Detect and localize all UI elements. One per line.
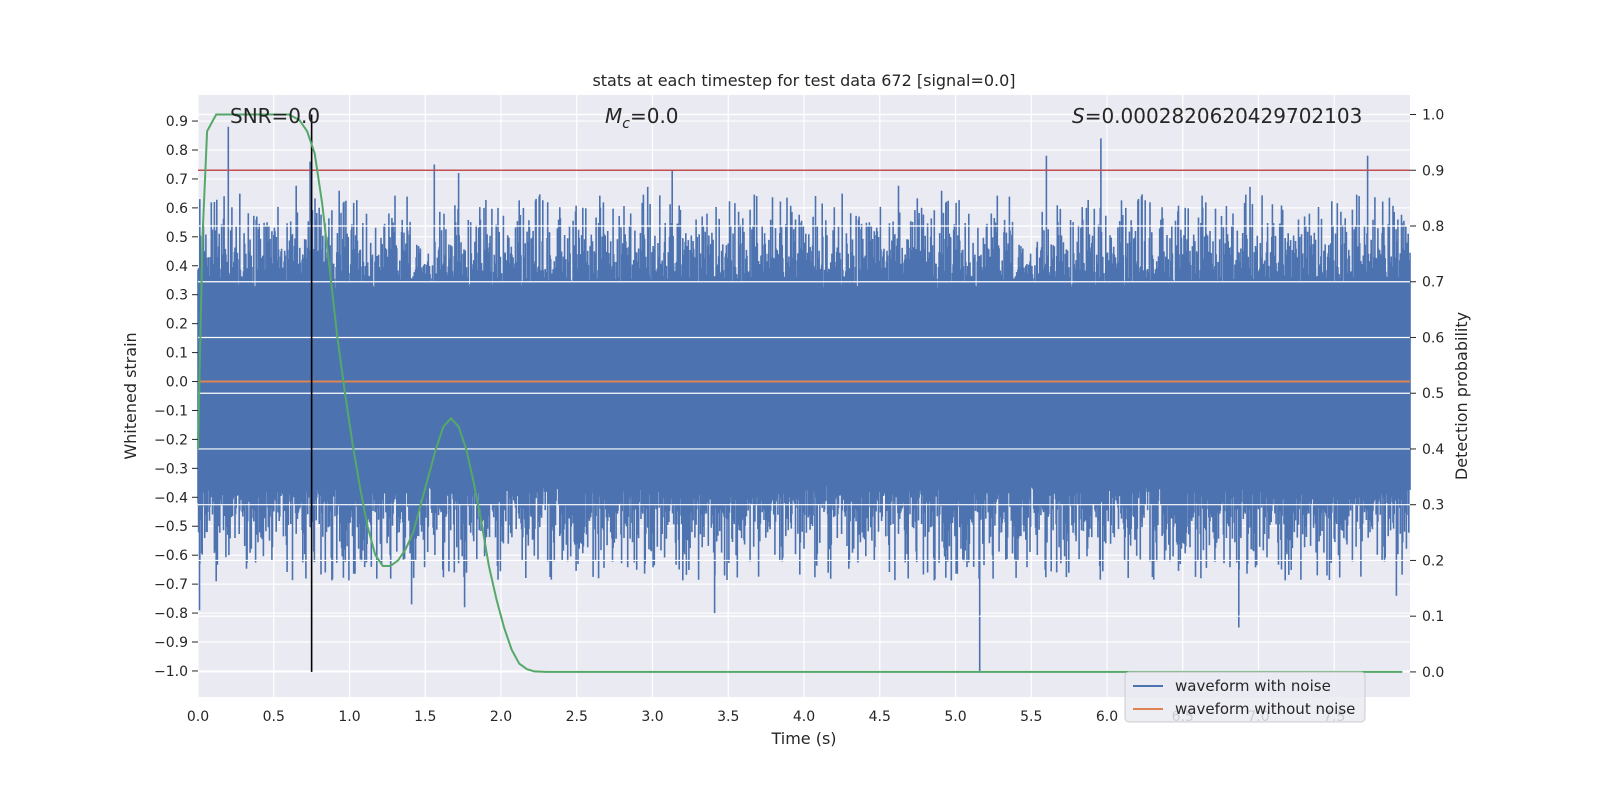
score-annotation: S=0.0002820620429702103 bbox=[1072, 104, 1362, 128]
y-tick-label: −0.5 bbox=[154, 519, 188, 535]
y-axis-right-label: Detection probability bbox=[1452, 312, 1471, 480]
y-right-tick-label: 0.5 bbox=[1422, 386, 1444, 402]
y-tick-label: 0.1 bbox=[166, 346, 188, 362]
chirp-mass-subscript: c bbox=[622, 116, 630, 132]
series-layer bbox=[197, 113, 1411, 673]
x-tick-label: 0.0 bbox=[187, 709, 209, 725]
y-tick-label: −0.6 bbox=[154, 548, 188, 564]
x-tick-label: 3.5 bbox=[717, 709, 739, 725]
y-tick-label: −0.7 bbox=[154, 577, 188, 593]
x-tick-label: 4.0 bbox=[793, 709, 815, 725]
y-tick-label: 0.0 bbox=[166, 375, 188, 391]
y-tick-label: 0.6 bbox=[166, 201, 188, 217]
y-tick-label: −1.0 bbox=[154, 664, 188, 680]
chirp-mass-symbol: M bbox=[605, 104, 622, 128]
series-detection-probability bbox=[197, 113, 1403, 673]
chirp-mass-value: =0.0 bbox=[630, 104, 679, 128]
x-tick-label: 1.5 bbox=[414, 709, 436, 725]
y-right-tick-label: 0.3 bbox=[1422, 498, 1444, 514]
chart-title: stats at each timestep for test data 672… bbox=[592, 71, 1015, 90]
x-tick-label: 6.0 bbox=[1096, 709, 1118, 725]
legend: waveform with noise waveform without noi… bbox=[1124, 671, 1366, 723]
y-right-tick-label: 0.6 bbox=[1422, 330, 1444, 346]
y-tick-label: 0.5 bbox=[166, 230, 188, 246]
legend-box bbox=[1124, 671, 1366, 723]
x-tick-label: 5.0 bbox=[944, 709, 966, 725]
y-tick-label: 0.3 bbox=[166, 288, 188, 304]
y-right-tick-label: 0.1 bbox=[1422, 609, 1444, 625]
y-tick-label: −0.8 bbox=[154, 606, 188, 622]
x-tick-label: 3.0 bbox=[641, 709, 663, 725]
axes: 0.00.51.01.52.02.53.03.54.04.55.05.56.06… bbox=[154, 108, 1444, 725]
score-symbol: S bbox=[1072, 104, 1085, 128]
x-tick-label: 2.0 bbox=[490, 709, 512, 725]
y-tick-label: 0.2 bbox=[166, 317, 188, 333]
series-waveform-with-noise-core bbox=[198, 303, 1410, 466]
x-tick-label: 1.0 bbox=[338, 709, 360, 725]
snr-annotation: SNR=0.0 bbox=[230, 104, 320, 128]
x-tick-label: 0.5 bbox=[263, 709, 285, 725]
x-tick-label: 2.5 bbox=[566, 709, 588, 725]
y-tick-label: −0.9 bbox=[154, 635, 188, 651]
y-tick-label: 0.4 bbox=[166, 259, 188, 275]
chirp-mass-annotation: Mc=0.0 bbox=[605, 104, 679, 132]
y-tick-label: 0.7 bbox=[166, 172, 188, 188]
y-tick-label: 0.9 bbox=[166, 114, 188, 130]
legend-label-clean: waveform without noise bbox=[1175, 700, 1355, 718]
y-tick-label: −0.2 bbox=[154, 432, 188, 448]
y-tick-label: 0.8 bbox=[166, 143, 188, 159]
legend-label-noisy: waveform with noise bbox=[1175, 677, 1331, 695]
y-right-tick-label: 0.9 bbox=[1422, 163, 1444, 179]
y-tick-label: −0.3 bbox=[154, 461, 188, 477]
x-axis-label: Time (s) bbox=[770, 729, 836, 748]
y-right-tick-label: 0.0 bbox=[1422, 665, 1444, 681]
x-tick-label: 4.5 bbox=[869, 709, 891, 725]
y-right-tick-label: 0.7 bbox=[1422, 275, 1444, 291]
y-tick-label: −0.1 bbox=[154, 403, 188, 419]
y-right-tick-label: 0.4 bbox=[1422, 442, 1444, 458]
y-right-tick-label: 0.8 bbox=[1422, 219, 1444, 235]
y-right-tick-label: 1.0 bbox=[1422, 108, 1444, 124]
y-axis-label: Whitened strain bbox=[121, 332, 140, 459]
x-tick-label: 5.5 bbox=[1020, 709, 1042, 725]
y-right-tick-label: 0.2 bbox=[1422, 553, 1444, 569]
score-value: =0.0002820620429702103 bbox=[1085, 104, 1363, 128]
y-tick-label: −0.4 bbox=[154, 490, 188, 506]
